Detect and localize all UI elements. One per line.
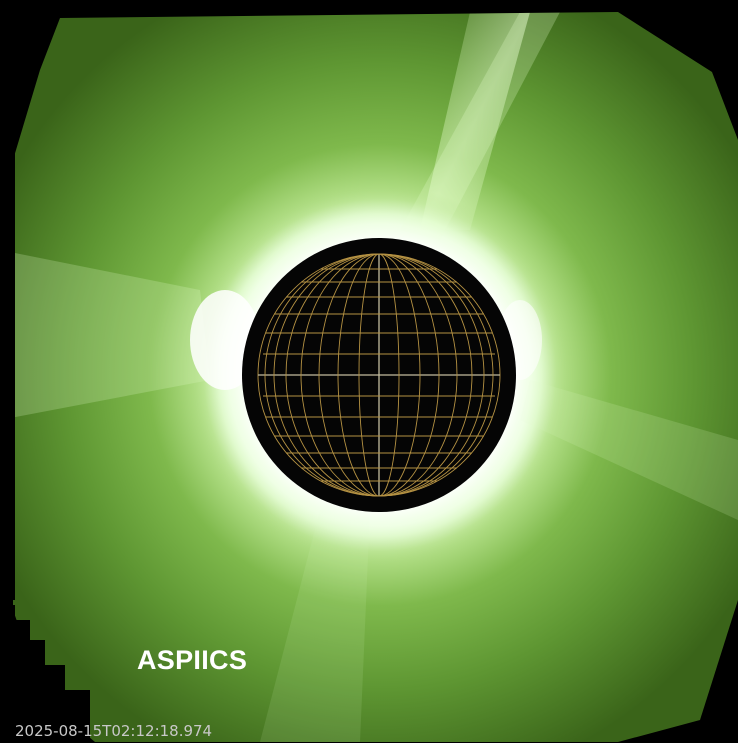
timestamp: 2025-08-15T02:12:18.974 [15,722,213,740]
instrument-label: ASPIICS [137,645,248,675]
solar-grid [257,253,501,497]
